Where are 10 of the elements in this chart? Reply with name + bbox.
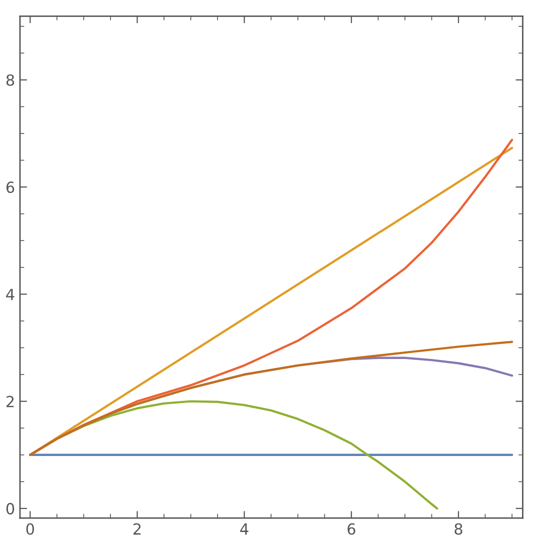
x-tick-label: 8: [454, 523, 462, 535]
y-tick-label: 2: [6, 396, 14, 408]
x-tick-label: 2: [133, 523, 141, 535]
y-tick-label: 0: [6, 502, 14, 514]
y-tick-label: 4: [6, 288, 14, 300]
x-tick-label: 4: [240, 523, 248, 535]
x-tick-label: 0: [26, 523, 34, 535]
x-tick-label: 6: [348, 523, 356, 535]
y-tick-label: 8: [6, 74, 14, 86]
y-tick-label: 6: [6, 181, 14, 194]
